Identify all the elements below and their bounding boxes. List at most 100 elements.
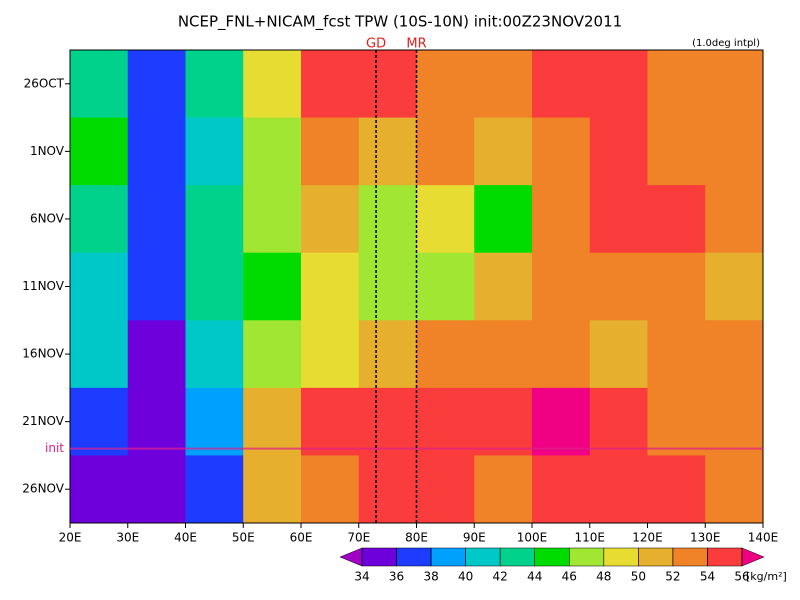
heat-cell <box>358 455 417 524</box>
x-tick-label: 30E <box>116 531 139 545</box>
heat-cell <box>416 50 475 119</box>
heat-cell <box>474 252 533 321</box>
heat-cell <box>301 117 360 186</box>
colorbar-box <box>569 547 605 567</box>
colorbar-label: 34 <box>354 570 369 584</box>
colorbar-label: 38 <box>423 570 438 584</box>
chart-title: NCEP_FNL+NICAM_fcst TPW (10S-10N) init:0… <box>178 13 622 32</box>
heat-cell <box>185 387 244 456</box>
colorbar-box <box>603 547 639 567</box>
heat-cell <box>647 185 706 254</box>
heat-cell <box>705 455 764 524</box>
colorbar-box <box>707 547 743 567</box>
heat-cell <box>647 455 706 524</box>
heat-cell <box>532 50 591 119</box>
heat-cell <box>70 117 129 186</box>
heat-cell <box>301 185 360 254</box>
heat-cell <box>705 50 764 119</box>
heat-cell <box>589 50 648 119</box>
marker-label: MR <box>406 37 426 52</box>
y-tick-label: 6NOV <box>30 211 65 225</box>
x-tick-label: 140E <box>748 531 779 545</box>
y-tick-label: 26NOV <box>22 482 64 496</box>
heat-cell <box>70 50 129 119</box>
x-tick-label: 80E <box>405 531 428 545</box>
init-label: init <box>45 441 64 455</box>
heat-cell <box>70 387 129 456</box>
x-tick-label: 120E <box>632 531 663 545</box>
heat-cell <box>532 185 591 254</box>
colorbar-label: 44 <box>527 570 542 584</box>
x-tick-label: 60E <box>290 531 313 545</box>
heat-cell <box>358 252 417 321</box>
heat-cell <box>358 50 417 119</box>
colorbar-label: 54 <box>700 570 715 584</box>
heat-cell <box>647 387 706 456</box>
heat-cell <box>532 117 591 186</box>
heat-cell <box>474 50 533 119</box>
heat-cell <box>589 455 648 524</box>
heat-cell <box>301 387 360 456</box>
heat-cell <box>185 185 244 254</box>
heat-cell <box>127 50 186 119</box>
colorbar-box <box>396 547 432 567</box>
heat-cell <box>589 185 648 254</box>
heat-cell <box>358 320 417 389</box>
x-tick-label: 20E <box>59 531 82 545</box>
heat-cell <box>127 387 186 456</box>
marker-label: GD <box>366 37 386 52</box>
heat-cell <box>70 185 129 254</box>
heat-cell <box>243 387 302 456</box>
heat-cell <box>70 252 129 321</box>
heat-cell <box>416 320 475 389</box>
heat-cell <box>416 117 475 186</box>
heat-cell <box>243 50 302 119</box>
colorbar-box <box>534 547 570 567</box>
x-tick-label: 100E <box>517 531 548 545</box>
heat-cell <box>647 117 706 186</box>
heat-cell <box>243 455 302 524</box>
y-tick-label: 11NOV <box>22 279 64 293</box>
heat-cell <box>243 252 302 321</box>
x-tick-label: 130E <box>690 531 721 545</box>
x-tick-label: 110E <box>575 531 606 545</box>
heat-cell <box>358 387 417 456</box>
heat-cell <box>185 252 244 321</box>
heat-cell <box>185 50 244 119</box>
heat-cell <box>474 387 533 456</box>
colorbar-label: 52 <box>665 570 680 584</box>
heat-cell <box>301 320 360 389</box>
heat-cell <box>185 320 244 389</box>
colorbar-label: 48 <box>596 570 611 584</box>
heat-cell <box>416 252 475 321</box>
colorbar-arrow-low <box>339 547 363 567</box>
heat-cell <box>647 50 706 119</box>
colorbar-box <box>638 547 674 567</box>
heat-cell <box>416 387 475 456</box>
heat-cell <box>358 185 417 254</box>
heat-cell <box>532 387 591 456</box>
heat-cell <box>474 455 533 524</box>
heat-cell <box>532 252 591 321</box>
colorbar-box <box>430 547 466 567</box>
colorbar-box <box>361 547 397 567</box>
heat-cell <box>127 320 186 389</box>
heat-cell <box>127 117 186 186</box>
heat-cell <box>705 185 764 254</box>
heat-cell <box>416 455 475 524</box>
y-tick-label: 1NOV <box>30 144 65 158</box>
heat-cell <box>301 252 360 321</box>
heat-cell <box>647 320 706 389</box>
heat-cell <box>532 320 591 389</box>
heat-cell <box>705 252 764 321</box>
colorbar-label: 42 <box>493 570 508 584</box>
heat-cell <box>127 185 186 254</box>
heat-cell <box>301 455 360 524</box>
heat-cell <box>589 252 648 321</box>
heat-cell <box>127 455 186 524</box>
heat-cell <box>243 117 302 186</box>
x-tick-label: 90E <box>463 531 486 545</box>
heat-cell <box>705 117 764 186</box>
heat-cell <box>358 117 417 186</box>
